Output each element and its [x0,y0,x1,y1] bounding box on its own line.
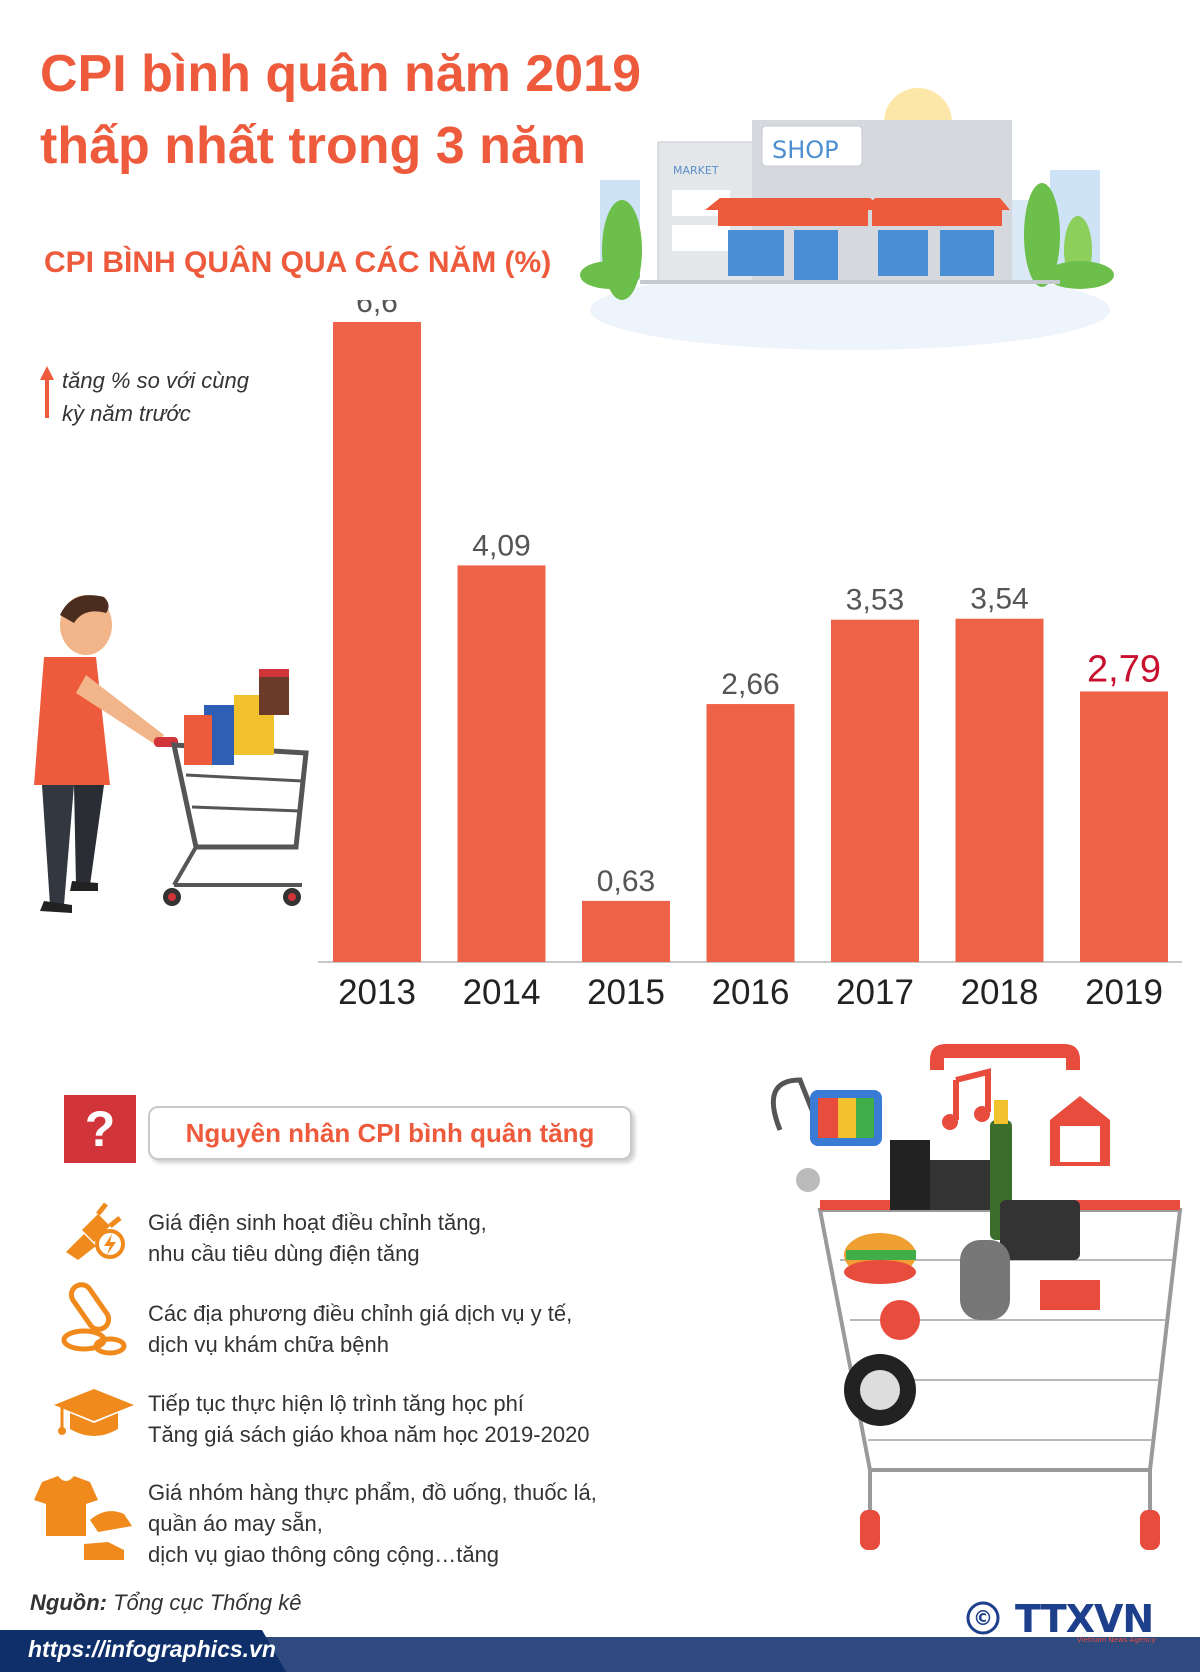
source-label: Nguồn: [30,1590,107,1615]
x-tick-2015: 2015 [587,973,665,1012]
bar-2018 [955,618,1044,962]
reason-line: Các địa phương điều chỉnh giá dịch vụ y … [148,1301,573,1326]
copyright-symbol: © [973,1606,993,1630]
clothing-icon [34,1476,132,1560]
value-label-2016: 2,66 [721,668,779,701]
bar-2017 [831,619,919,962]
reason-line: Giá nhóm hàng thực phẩm, đồ uống, thuốc … [148,1480,597,1505]
chart-note: tăng % so với cùng kỳ năm trước [40,364,272,430]
market-sign: MARKET [673,164,719,177]
shop-sign: SHOP [772,136,839,164]
reason-line: Tiếp tục thực hiện lộ trình tăng học phí [148,1391,524,1416]
reason-item-healthcare: Các địa phương điều chỉnh giá dịch vụ y … [148,1298,572,1360]
x-tick-2017: 2017 [836,973,914,1012]
shop-illustration: MARKET SHOP [580,88,1114,350]
title-line-2: thấp nhất trong 3 năm [40,117,586,175]
value-label-2018: 3,54 [970,583,1028,616]
reason-line: dịch vụ giao thông công cộng…tăng [148,1542,500,1567]
agency-subtitle: Vietnam News Agency [1077,1636,1156,1644]
agency-name: TTXVN [1015,1600,1153,1641]
bar-2019 [1080,691,1168,962]
shopper-illustration [34,595,309,913]
medicine-pills-icon [61,1282,127,1356]
bar-2013 [333,322,421,962]
value-label-2013: 6,6 [356,300,398,319]
question-mark-icon: ? [64,1095,136,1163]
reason-line: nhu cầu tiêu dùng điện tăng [148,1241,420,1266]
reasons-title: Nguyên nhân CPI bình quân tăng [185,1118,595,1148]
cpi-bar-chart: 6,6 2013 4,09 2014 0,63 2015 2,66 2016 3,53 2017 3… [318,300,1182,1012]
graduation-cap-icon [54,1389,134,1436]
bar-2014 [457,565,546,962]
reason-line: quần áo may sẵn, [148,1511,323,1536]
electric-plug-icon [66,1202,125,1260]
url-tab [0,1630,286,1672]
x-tick-2013: 2013 [338,973,416,1012]
x-tick-2016: 2016 [712,973,790,1012]
page-title: CPI bình quân năm 2019 thấp nhất trong 3… [40,38,641,182]
chart-note-text: tăng % so với cùng kỳ năm trước [62,368,249,426]
title-line-1: CPI bình quân năm 2019 [40,45,642,103]
reason-line: Giá điện sinh hoạt điều chỉnh tăng, [148,1210,487,1235]
reason-line: dịch vụ khám chữa bệnh [148,1332,389,1357]
up-arrow-icon [40,366,54,418]
reason-item-education: Tiếp tục thực hiện lộ trình tăng học phí… [148,1388,590,1450]
value-label-2017: 3,53 [846,584,904,617]
shopping-cart-illustration [770,1044,1183,1550]
bar-2015 [582,900,670,962]
x-tick-2014: 2014 [463,973,541,1012]
reason-item-goods: Giá nhóm hàng thực phẩm, đồ uống, thuốc … [148,1477,597,1570]
ttxvn-logo: © TTXVN Vietnam News Agency [966,1600,1156,1644]
value-label-2019: 2,79 [1087,648,1161,690]
x-tick-2019: 2019 [1085,973,1163,1012]
value-label-2015: 0,63 [597,865,655,898]
source-text: Tổng cục Thống kê [113,1590,302,1615]
value-label-2014: 4,09 [472,529,530,562]
website-link[interactable]: https://infographics.vn [28,1636,276,1662]
bar-2016 [706,704,795,962]
source-line: Nguồn: Tổng cục Thống kê [30,1590,301,1616]
reason-line: Tăng giá sách giáo khoa năm học 2019-202… [148,1422,590,1447]
reason-item-electricity: Giá điện sinh hoạt điều chỉnh tăng, nhu … [148,1207,487,1269]
x-tick-2018: 2018 [961,973,1039,1012]
reasons-title-box: Nguyên nhân CPI bình quân tăng [148,1106,632,1160]
chart-title: CPI BÌNH QUÂN QUA CÁC NĂM (%) [44,246,552,279]
